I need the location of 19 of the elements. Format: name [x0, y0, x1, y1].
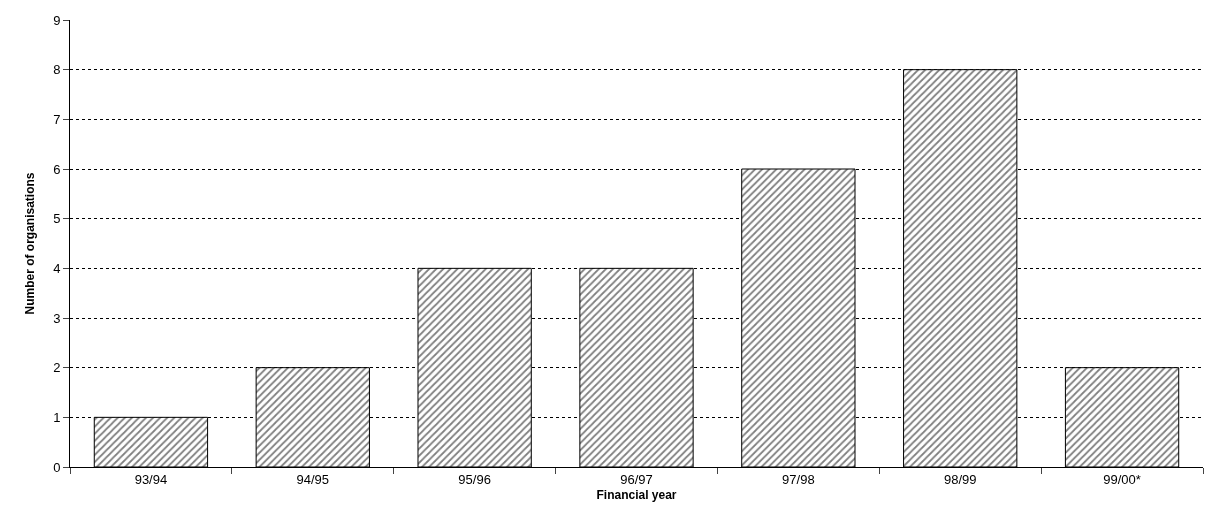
y-axis-title: Number of organisations	[23, 172, 38, 315]
y-tick-label: 0	[53, 459, 61, 475]
x-tick-label: 95/96	[458, 471, 491, 487]
y-tick-label: 4	[53, 260, 61, 276]
x-tick-label: 97/98	[782, 471, 815, 487]
y-tick-label: 8	[53, 62, 61, 78]
y-tick-label: 5	[53, 211, 61, 227]
y-tick-label: 1	[53, 409, 61, 425]
y-tick-label: 2	[53, 360, 61, 376]
x-axis-title: Financial year	[596, 488, 677, 503]
x-tick-label: 93/94	[134, 471, 168, 487]
y-tick-label: 9	[53, 12, 61, 28]
x-tick-label: 98/99	[943, 471, 977, 487]
y-tick-label: 3	[53, 310, 61, 326]
x-tick-label: 99/00*	[1103, 471, 1141, 487]
y-tick-label: 6	[53, 161, 61, 177]
x-tick-label: 94/95	[296, 471, 330, 487]
x-tick-label: 96/97	[620, 471, 653, 487]
y-tick-label: 7	[53, 111, 61, 127]
